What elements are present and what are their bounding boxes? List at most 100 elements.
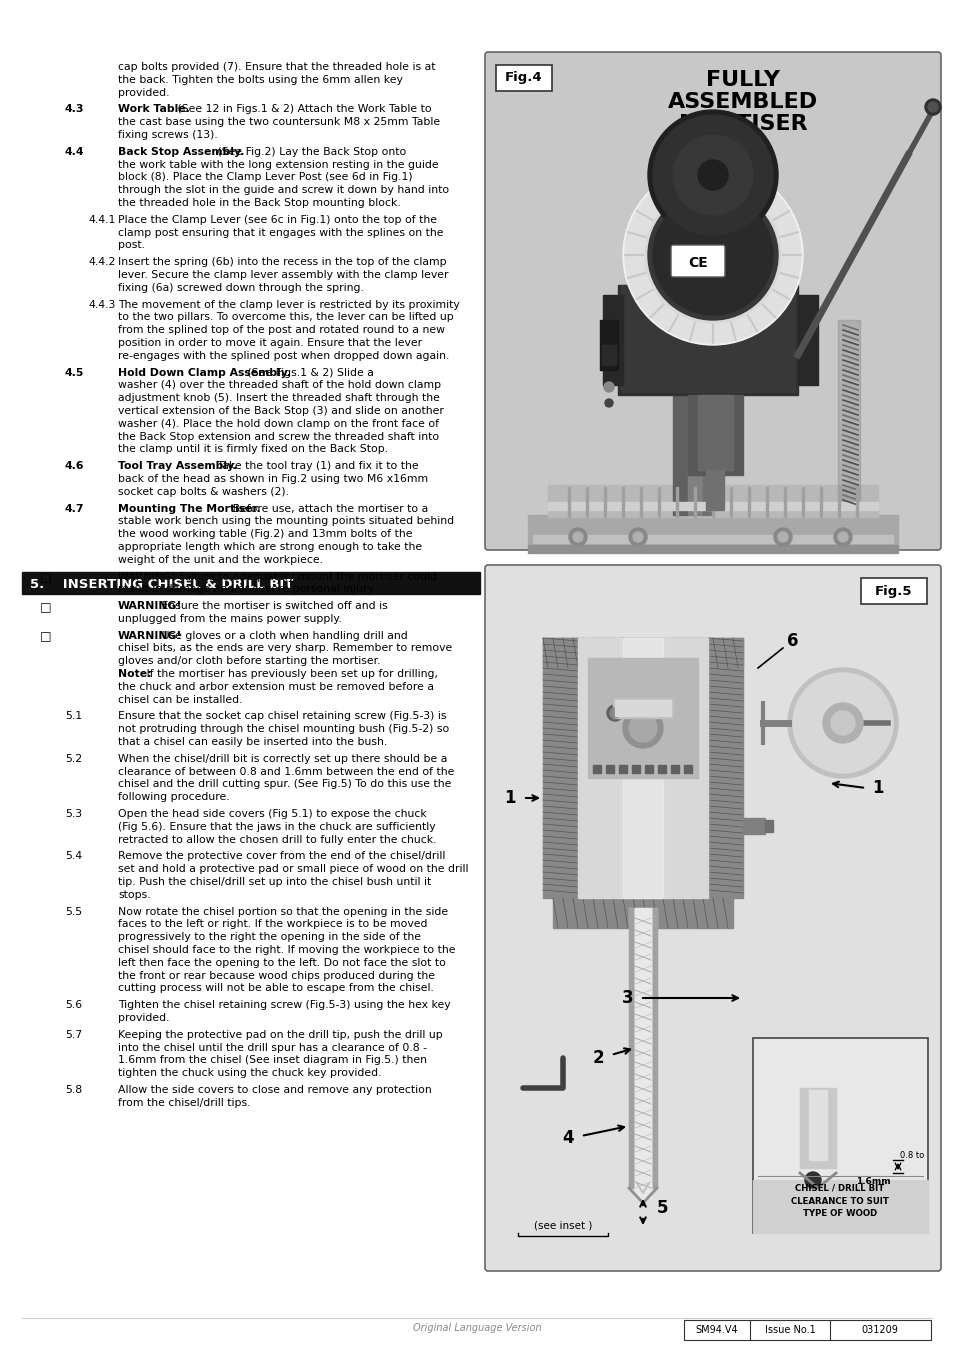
Text: 3: 3: [621, 990, 633, 1007]
Bar: [22, 572, 479, 594]
Text: 5.    INSERTING CHISEL & DRILL BIT: 5. INSERTING CHISEL & DRILL BIT: [30, 579, 294, 591]
Text: not protruding through the chisel mounting bush (Fig.5-2) so: not protruding through the chisel mounti…: [118, 724, 449, 734]
Bar: [783, 487, 785, 517]
Text: the Back Stop extension and screw the threaded shaft into: the Back Stop extension and screw the th…: [118, 432, 438, 441]
Text: retracted to allow the chosen drill to fully enter the chuck.: retracted to allow the chosen drill to f…: [118, 834, 436, 845]
Bar: [747, 487, 749, 517]
Text: Hold Down Clamp Assembly.: Hold Down Clamp Assembly.: [118, 367, 291, 378]
Text: lever. Secure the clamp lever assembly with the clamp lever: lever. Secure the clamp lever assembly w…: [118, 270, 448, 279]
Bar: [707, 639, 742, 898]
Text: Remove the protective cover from the end of the chisel/drill: Remove the protective cover from the end…: [118, 852, 445, 861]
Text: Insert the spring (6b) into the recess in the top of the clamp: Insert the spring (6b) into the recess i…: [118, 258, 446, 267]
Circle shape: [628, 528, 646, 545]
Circle shape: [604, 400, 613, 406]
Text: back of the head as shown in Fig.2 using two M6 x16mm: back of the head as shown in Fig.2 using…: [118, 474, 428, 485]
Text: Before use, attach the mortiser to a: Before use, attach the mortiser to a: [229, 504, 428, 513]
Text: (Fig 5.6). Ensure that the jaws in the chuck are sufficiently: (Fig 5.6). Ensure that the jaws in the c…: [118, 822, 436, 832]
Text: If the mortiser has previously been set up for drilling,: If the mortiser has previously been set …: [143, 670, 437, 679]
Bar: [585, 487, 587, 517]
Text: (See Figs.1 & 2) Slide a: (See Figs.1 & 2) Slide a: [244, 367, 374, 378]
Text: 4.5: 4.5: [65, 367, 84, 378]
Text: block (8). Place the Clamp Lever Post (see 6d in Fig.1): block (8). Place the Clamp Lever Post (s…: [118, 173, 413, 182]
Bar: [672, 165, 687, 514]
Text: 031209: 031209: [861, 1324, 898, 1335]
Text: gloves and/or cloth before starting the mortiser.: gloves and/or cloth before starting the …: [118, 656, 380, 666]
Bar: [705, 470, 723, 510]
Bar: [618, 765, 626, 774]
Bar: [687, 396, 742, 475]
Text: stops.: stops.: [118, 890, 151, 900]
Bar: [601, 346, 616, 365]
Circle shape: [804, 1172, 821, 1188]
Bar: [553, 898, 732, 927]
Text: CHISEL / DRILL BIT: CHISEL / DRILL BIT: [795, 1184, 883, 1192]
Text: weight of the unit and the workpiece.: weight of the unit and the workpiece.: [118, 555, 323, 564]
Bar: [676, 487, 678, 517]
Text: vertical extension of the Back Stop (3) and slide on another: vertical extension of the Back Stop (3) …: [118, 406, 443, 416]
Text: Fig.4: Fig.4: [505, 72, 542, 85]
Text: socket cap bolts & washers (2).: socket cap bolts & washers (2).: [118, 487, 289, 497]
Bar: [639, 487, 641, 517]
Circle shape: [822, 703, 862, 742]
Text: Open the head side covers (Fig 5.1) to expose the chuck: Open the head side covers (Fig 5.1) to e…: [118, 809, 426, 819]
Text: 5.5: 5.5: [65, 907, 82, 917]
Text: 5.6: 5.6: [65, 1000, 82, 1010]
Text: result in damage and/or severe personal injury.: result in damage and/or severe personal …: [118, 585, 375, 594]
Text: Take the tool tray (1) and fix it to the: Take the tool tray (1) and fix it to the: [213, 462, 418, 471]
Text: 1: 1: [871, 779, 882, 796]
Bar: [593, 765, 600, 774]
Text: through the slot in the guide and screw it down by hand into: through the slot in the guide and screw …: [118, 185, 449, 196]
Text: following procedure.: following procedure.: [118, 792, 230, 802]
Bar: [613, 698, 672, 718]
Text: the wood working table (Fig.2) and 13mm bolts of the: the wood working table (Fig.2) and 13mm …: [118, 529, 412, 539]
Text: chisel and the drill cutting spur. (See Fig.5) To do this use the: chisel and the drill cutting spur. (See …: [118, 779, 451, 790]
Circle shape: [633, 532, 642, 541]
Text: the clamp until it is firmly fixed on the Back Stop.: the clamp until it is firmly fixed on th…: [118, 444, 388, 455]
Bar: [797, 296, 817, 385]
Text: to the two pillars. To overcome this, the lever can be lifted up: to the two pillars. To overcome this, th…: [118, 312, 454, 323]
Text: 5.2: 5.2: [65, 753, 82, 764]
Text: unplugged from the mains power supply.: unplugged from the mains power supply.: [118, 614, 341, 624]
Circle shape: [773, 528, 791, 545]
Text: 4.4.2: 4.4.2: [88, 258, 115, 267]
Bar: [683, 765, 691, 774]
FancyBboxPatch shape: [484, 53, 940, 549]
Bar: [820, 487, 821, 517]
Text: Note:: Note:: [118, 670, 152, 679]
Bar: [808, 1089, 826, 1160]
Circle shape: [622, 165, 802, 346]
Bar: [698, 396, 732, 470]
Text: appropriate length which are strong enough to take the: appropriate length which are strong enou…: [118, 541, 421, 552]
Text: tip. Push the chisel/drill set up into the chisel bush until it: tip. Push the chisel/drill set up into t…: [118, 878, 431, 887]
Bar: [621, 487, 623, 517]
Text: (See Fig.2) Lay the Back Stop onto: (See Fig.2) Lay the Back Stop onto: [213, 147, 406, 157]
Text: stable work bench using the mounting points situated behind: stable work bench using the mounting poi…: [118, 517, 454, 526]
Text: tighten the chuck using the chuck key provided.: tighten the chuck using the chuck key pr…: [118, 1068, 381, 1079]
Text: 4.6: 4.6: [65, 462, 85, 471]
Circle shape: [573, 532, 582, 541]
Circle shape: [603, 382, 614, 391]
Circle shape: [568, 528, 586, 545]
Text: □: □: [40, 630, 51, 644]
Text: from the chisel/drill tips.: from the chisel/drill tips.: [118, 1098, 251, 1108]
Text: provided.: provided.: [118, 88, 170, 97]
FancyBboxPatch shape: [861, 578, 926, 603]
Bar: [578, 639, 707, 898]
FancyBboxPatch shape: [484, 566, 940, 1270]
Text: Issue No.1: Issue No.1: [763, 1324, 815, 1335]
Bar: [618, 285, 797, 396]
Text: Mounting The Mortiser.: Mounting The Mortiser.: [118, 504, 260, 513]
FancyBboxPatch shape: [683, 1320, 930, 1341]
Text: Ensure that the socket cap chisel retaining screw (Fig.5-3) is: Ensure that the socket cap chisel retain…: [118, 711, 446, 721]
Bar: [711, 487, 713, 517]
Text: CLEARANCE TO SUIT: CLEARANCE TO SUIT: [790, 1196, 888, 1206]
Bar: [837, 487, 840, 517]
Text: TYPE OF WOOD: TYPE OF WOOD: [802, 1210, 876, 1219]
Text: ASSEMBLED: ASSEMBLED: [667, 92, 818, 112]
Text: 2: 2: [592, 1049, 603, 1066]
Bar: [658, 765, 665, 774]
Text: that a chisel can easily be inserted into the bush.: that a chisel can easily be inserted int…: [118, 737, 387, 747]
Circle shape: [792, 674, 892, 774]
Text: the work table with the long extension resting in the guide: the work table with the long extension r…: [118, 159, 438, 170]
Bar: [542, 639, 742, 668]
